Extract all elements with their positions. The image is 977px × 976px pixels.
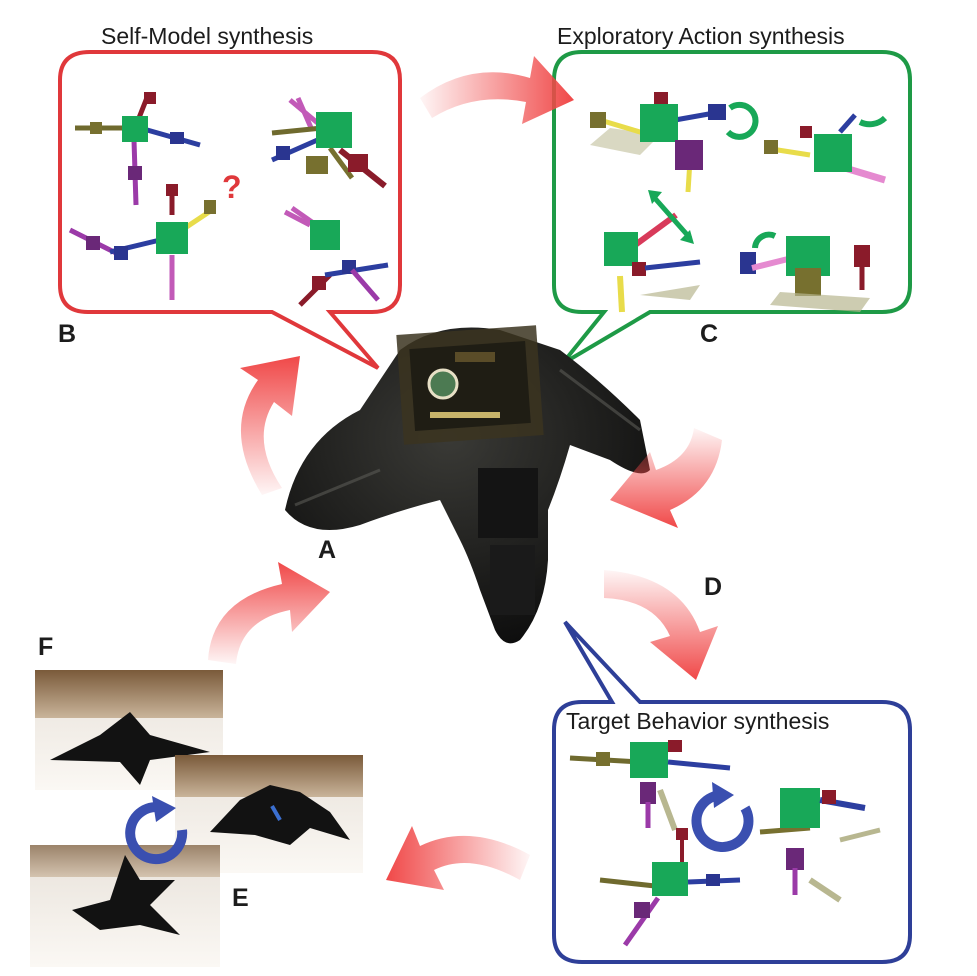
target-cycle [691,782,754,852]
self-model-title: Self-Model synthesis [101,23,314,49]
self-model-sketch-2 [270,96,387,189]
self-model-speech-bubble [58,50,402,370]
photo-middle [175,755,363,873]
rotate-arrow-icon [725,101,759,140]
flow-arrow-icon [386,826,530,890]
cycle-arrow-icon [125,802,188,865]
panel-letter-a: A [318,536,337,564]
target-sketch-3 [599,828,741,947]
panel-letter-e: E [232,884,249,912]
target-sketch-2 [759,788,881,903]
photo-cycle [125,796,188,865]
panel-letter-c: C [700,320,719,348]
photo-bottom [30,845,220,967]
panel-letter-f: F [38,633,54,661]
exploratory-sketch-2 [764,113,888,184]
self-model-question-mark: ? [222,169,242,205]
rotate-arrow-icon [858,115,888,128]
exploratory-speech-bubble [552,50,912,366]
flow-arrow-icon [420,56,574,124]
exploratory-panel [552,50,912,366]
self-model-panel: ? [58,50,402,370]
exploratory-title: Exploratory Action synthesis [557,23,845,49]
target-panel [552,620,912,964]
exploratory-sketch-4 [740,231,870,312]
self-model-sketch-3: ? [68,169,242,300]
robot-photo [285,325,650,644]
self-model-sketch-1 [75,92,201,206]
target-speech-bubble [552,620,912,964]
exploratory-sketch-1 [590,92,759,193]
flow-arrow-icon [604,570,718,680]
target-sketch-1 [569,740,731,832]
flow-arrow-icon [610,428,722,528]
flow-arrows [208,56,722,890]
target-title: Target Behavior synthesis [566,708,830,734]
rotate-arrow-icon [752,231,777,249]
panel-letter-d: D [704,573,723,601]
flow-arrow-icon [208,562,330,664]
exploratory-sketch-3 [604,190,701,313]
flow-arrow-icon [240,356,300,495]
cycle-arrow-icon [691,790,754,852]
panel-letter-b: B [58,320,77,348]
self-model-sketch-4 [283,205,389,307]
